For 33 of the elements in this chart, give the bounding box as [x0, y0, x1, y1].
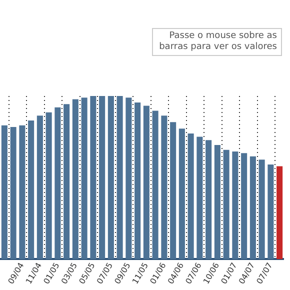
- bar: [90, 96, 96, 260]
- bar: [99, 96, 106, 260]
- bar: [134, 102, 141, 260]
- bar: [36, 116, 43, 260]
- bar: [241, 153, 248, 260]
- bar: [232, 152, 238, 260]
- bar: [170, 122, 176, 260]
- text: Passe o mouse sobre as barras para ver os valores: [152, 28, 282, 56]
- bar: [1, 125, 8, 260]
- bar: [116, 96, 123, 260]
- bar: [276, 166, 283, 260]
- bar: [188, 134, 194, 260]
- bar: [143, 106, 150, 260]
- bar: [64, 104, 70, 260]
- bar: [258, 160, 265, 260]
- bar: [250, 156, 256, 260]
- bar: [214, 144, 220, 260]
- bar: [46, 112, 52, 260]
- bar: [54, 107, 61, 260]
- bar: [19, 125, 26, 260]
- bar: [178, 128, 185, 260]
- bar: [223, 150, 230, 260]
- bar: [196, 136, 203, 260]
- bar: [268, 164, 274, 260]
- bar: [108, 96, 114, 260]
- bar: [206, 140, 212, 260]
- bar: [126, 98, 132, 260]
- bar: [10, 127, 16, 260]
- bar: [72, 99, 78, 260]
- bar: [152, 110, 158, 260]
- bar: [28, 120, 34, 260]
- bar: [81, 98, 88, 260]
- bar: [161, 116, 168, 260]
